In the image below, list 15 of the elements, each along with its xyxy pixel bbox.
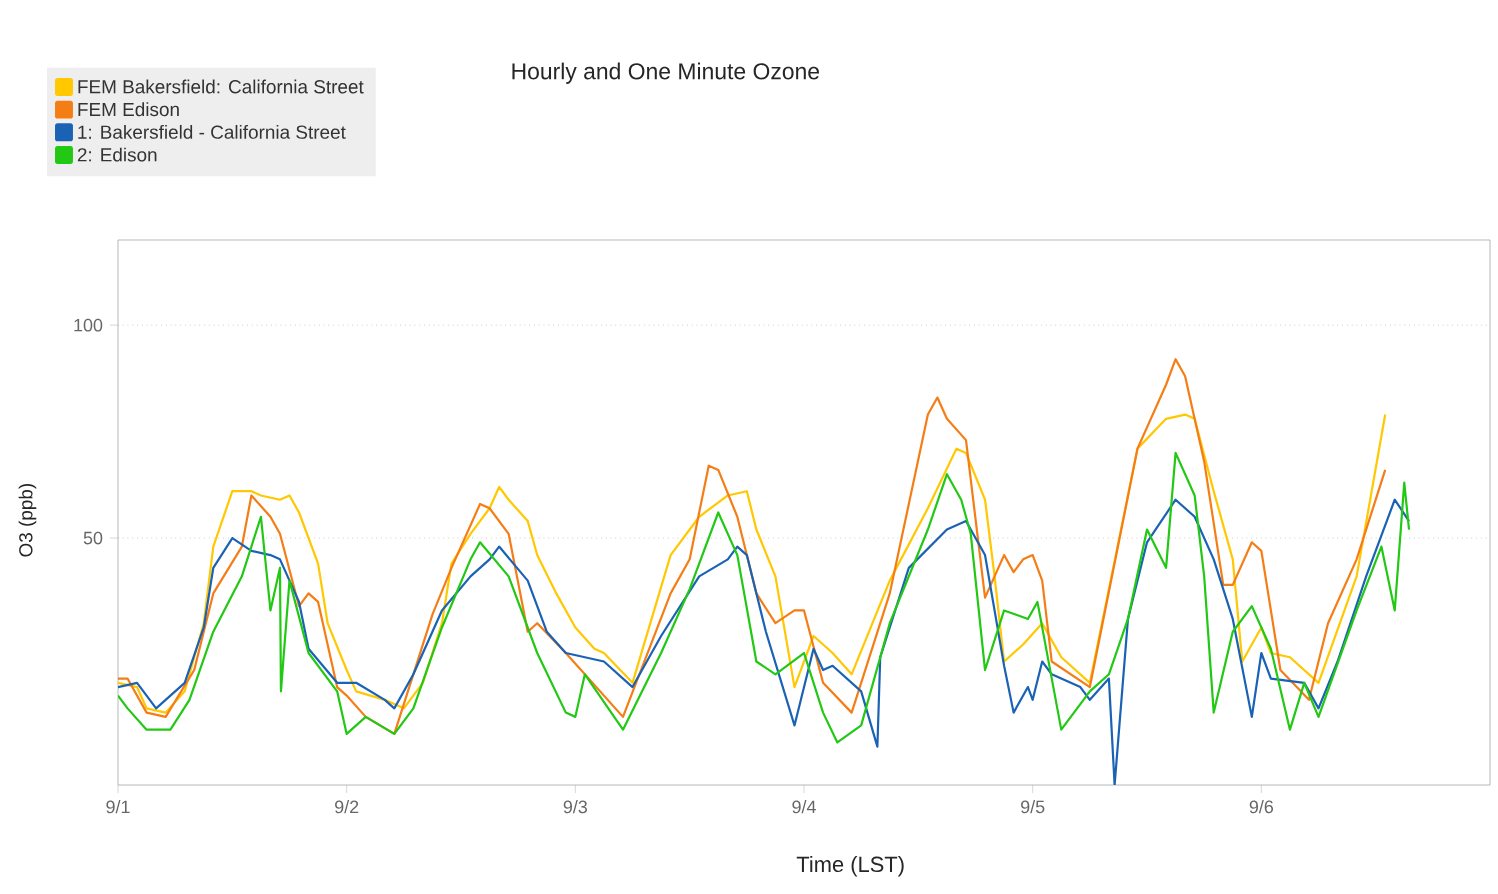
x-axis-title: Time (LST)	[796, 856, 904, 877]
legend-label: 1: Bakersfield - California Street	[78, 124, 346, 139]
y-tick-label: 100	[74, 318, 103, 332]
x-tick-label: 9/1	[106, 800, 130, 814]
y-tick-label: 50	[83, 531, 103, 545]
x-tick-label: 9/5	[1021, 800, 1045, 814]
x-tick-label: 9/3	[563, 800, 588, 814]
legend-label: FEM Bakersfield: California Street	[78, 79, 364, 94]
chart-title: Hourly and One Minute Ozone	[512, 62, 820, 84]
y-axis-title: O3 (ppb)	[18, 483, 37, 557]
x-tick-label: 9/4	[792, 800, 816, 814]
x-tick-label: 9/2	[335, 800, 359, 814]
legend-label: 2: Edison	[77, 147, 157, 162]
legend-label: FEM Edison	[78, 102, 179, 117]
x-tick-label: 9/6	[1249, 800, 1274, 814]
